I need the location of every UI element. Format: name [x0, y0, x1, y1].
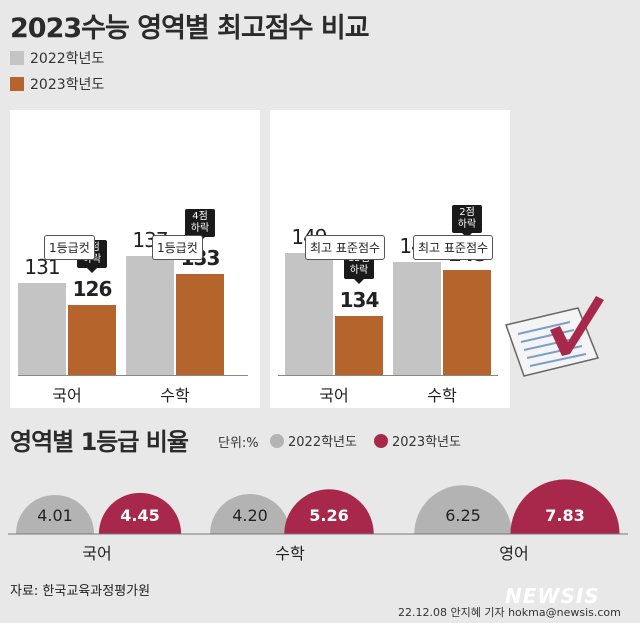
legend-label-2022: 2022학년도	[30, 51, 105, 67]
ratio-value-label: 4.45	[120, 506, 160, 525]
panel-1-baseline	[18, 375, 248, 376]
bar-group-tag: 1등급컷	[44, 235, 95, 260]
ratio-category-label: 국어	[82, 544, 112, 563]
bar-value-label: 134	[339, 288, 380, 313]
legend2-2023: 2023학년도	[374, 431, 461, 450]
section-2-unit: 단위:%	[218, 432, 259, 451]
bar-2023-0	[335, 316, 383, 375]
ratio-value-label: 6.25	[445, 506, 481, 525]
ratio-value-label: 7.83	[545, 506, 585, 525]
ratio-value-label: 5.26	[309, 506, 349, 525]
category-label: 국어	[319, 386, 349, 405]
bar-group-tag: 최고 표준점수	[305, 235, 386, 260]
bar-2022-0	[285, 253, 333, 375]
legend2-label-2023: 2023학년도	[392, 435, 461, 450]
panel-2-baseline	[278, 375, 498, 376]
ratio-semicircle	[414, 485, 512, 534]
ratio-semicircle	[98, 492, 182, 534]
decline-callout: 4점 하락	[185, 208, 215, 242]
ratio-semicircle	[284, 489, 374, 534]
bar-2022-1	[126, 256, 174, 375]
bar-2022-0	[18, 282, 66, 375]
newsis-logo: NEWSIS	[505, 584, 600, 608]
bar-2022-1	[393, 261, 441, 375]
unit-label: 단위:%	[218, 436, 259, 451]
legend2-2022: 2022학년도	[270, 431, 357, 450]
ratio-chart: 4.01 4.45 4.20 5.26 6.25 7.83 국어 수학 영어	[0, 460, 640, 580]
page-title: 2023수능 영역별 최고점수 비교	[10, 13, 370, 44]
ratio-value-label: 4.20	[232, 506, 268, 525]
bar-group-tag: 최고 표준점수	[413, 235, 494, 260]
legend2-label-2022: 2022학년도	[288, 435, 357, 450]
byline: 22.12.08 안지혜 기자 hokma@newsis.com	[398, 606, 621, 619]
ratio-semicircles	[8, 479, 628, 535]
legend2-dot-2023	[374, 433, 388, 448]
bar-2023-1	[443, 270, 491, 375]
source-note: 자료: 한국교육과정평가원	[10, 584, 151, 599]
bar-2023-1	[176, 273, 224, 375]
legend2-dot-2022	[270, 433, 284, 448]
bar-2023-0	[68, 304, 116, 375]
ratio-category-label: 수학	[275, 544, 305, 563]
category-label: 국어	[52, 386, 82, 405]
ratio-category-label: 영어	[499, 544, 529, 563]
legend-2022: 2022학년도	[10, 48, 104, 68]
ratio-semicircle	[15, 494, 95, 534]
ratio-value-label: 4.01	[37, 506, 73, 525]
legend-label-2023: 2023학년도	[30, 77, 105, 93]
category-label: 수학	[160, 386, 190, 405]
ratio-semicircle	[210, 494, 290, 534]
clipboard-check-icon	[505, 296, 604, 377]
bar-group-tag: 1등급컷	[152, 235, 203, 260]
section-2-title: 영역별 1등급 비율	[10, 428, 189, 456]
legend-swatch-2022	[10, 51, 24, 65]
legend-swatch-2023	[10, 77, 24, 91]
category-label: 수학	[427, 386, 457, 405]
legend-2023: 2023학년도	[10, 74, 104, 94]
ratio-semicircle	[510, 479, 620, 534]
bar-value-label: 126	[72, 276, 113, 301]
decline-callout: 2점 하락	[452, 205, 482, 238]
